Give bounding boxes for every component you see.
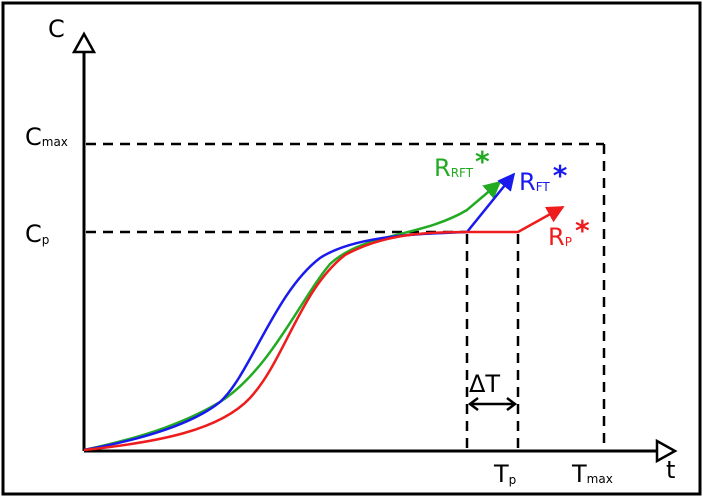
curve-rft (83, 180, 502, 452)
c-max-label: Cmax (25, 123, 68, 151)
x-axis-arrowhead (655, 438, 678, 464)
delta-t-label: ΔT (469, 370, 500, 398)
reference-lines (86, 142, 606, 451)
curve-p (83, 205, 565, 452)
y-axis-label: C (48, 15, 65, 43)
delta-t-bracket (467, 397, 518, 411)
t-max-label: Tmax (571, 460, 613, 488)
label-ft: RFT * (519, 159, 568, 196)
label-rft: RRFT* (434, 145, 490, 182)
label-p: RP * (548, 214, 590, 251)
y-axis-arrowhead (71, 31, 97, 54)
curve-ft (83, 172, 516, 452)
t-p-label: Tp (493, 460, 516, 488)
c-p-label: Cp (25, 220, 49, 248)
x-axis-label: t (666, 456, 675, 484)
